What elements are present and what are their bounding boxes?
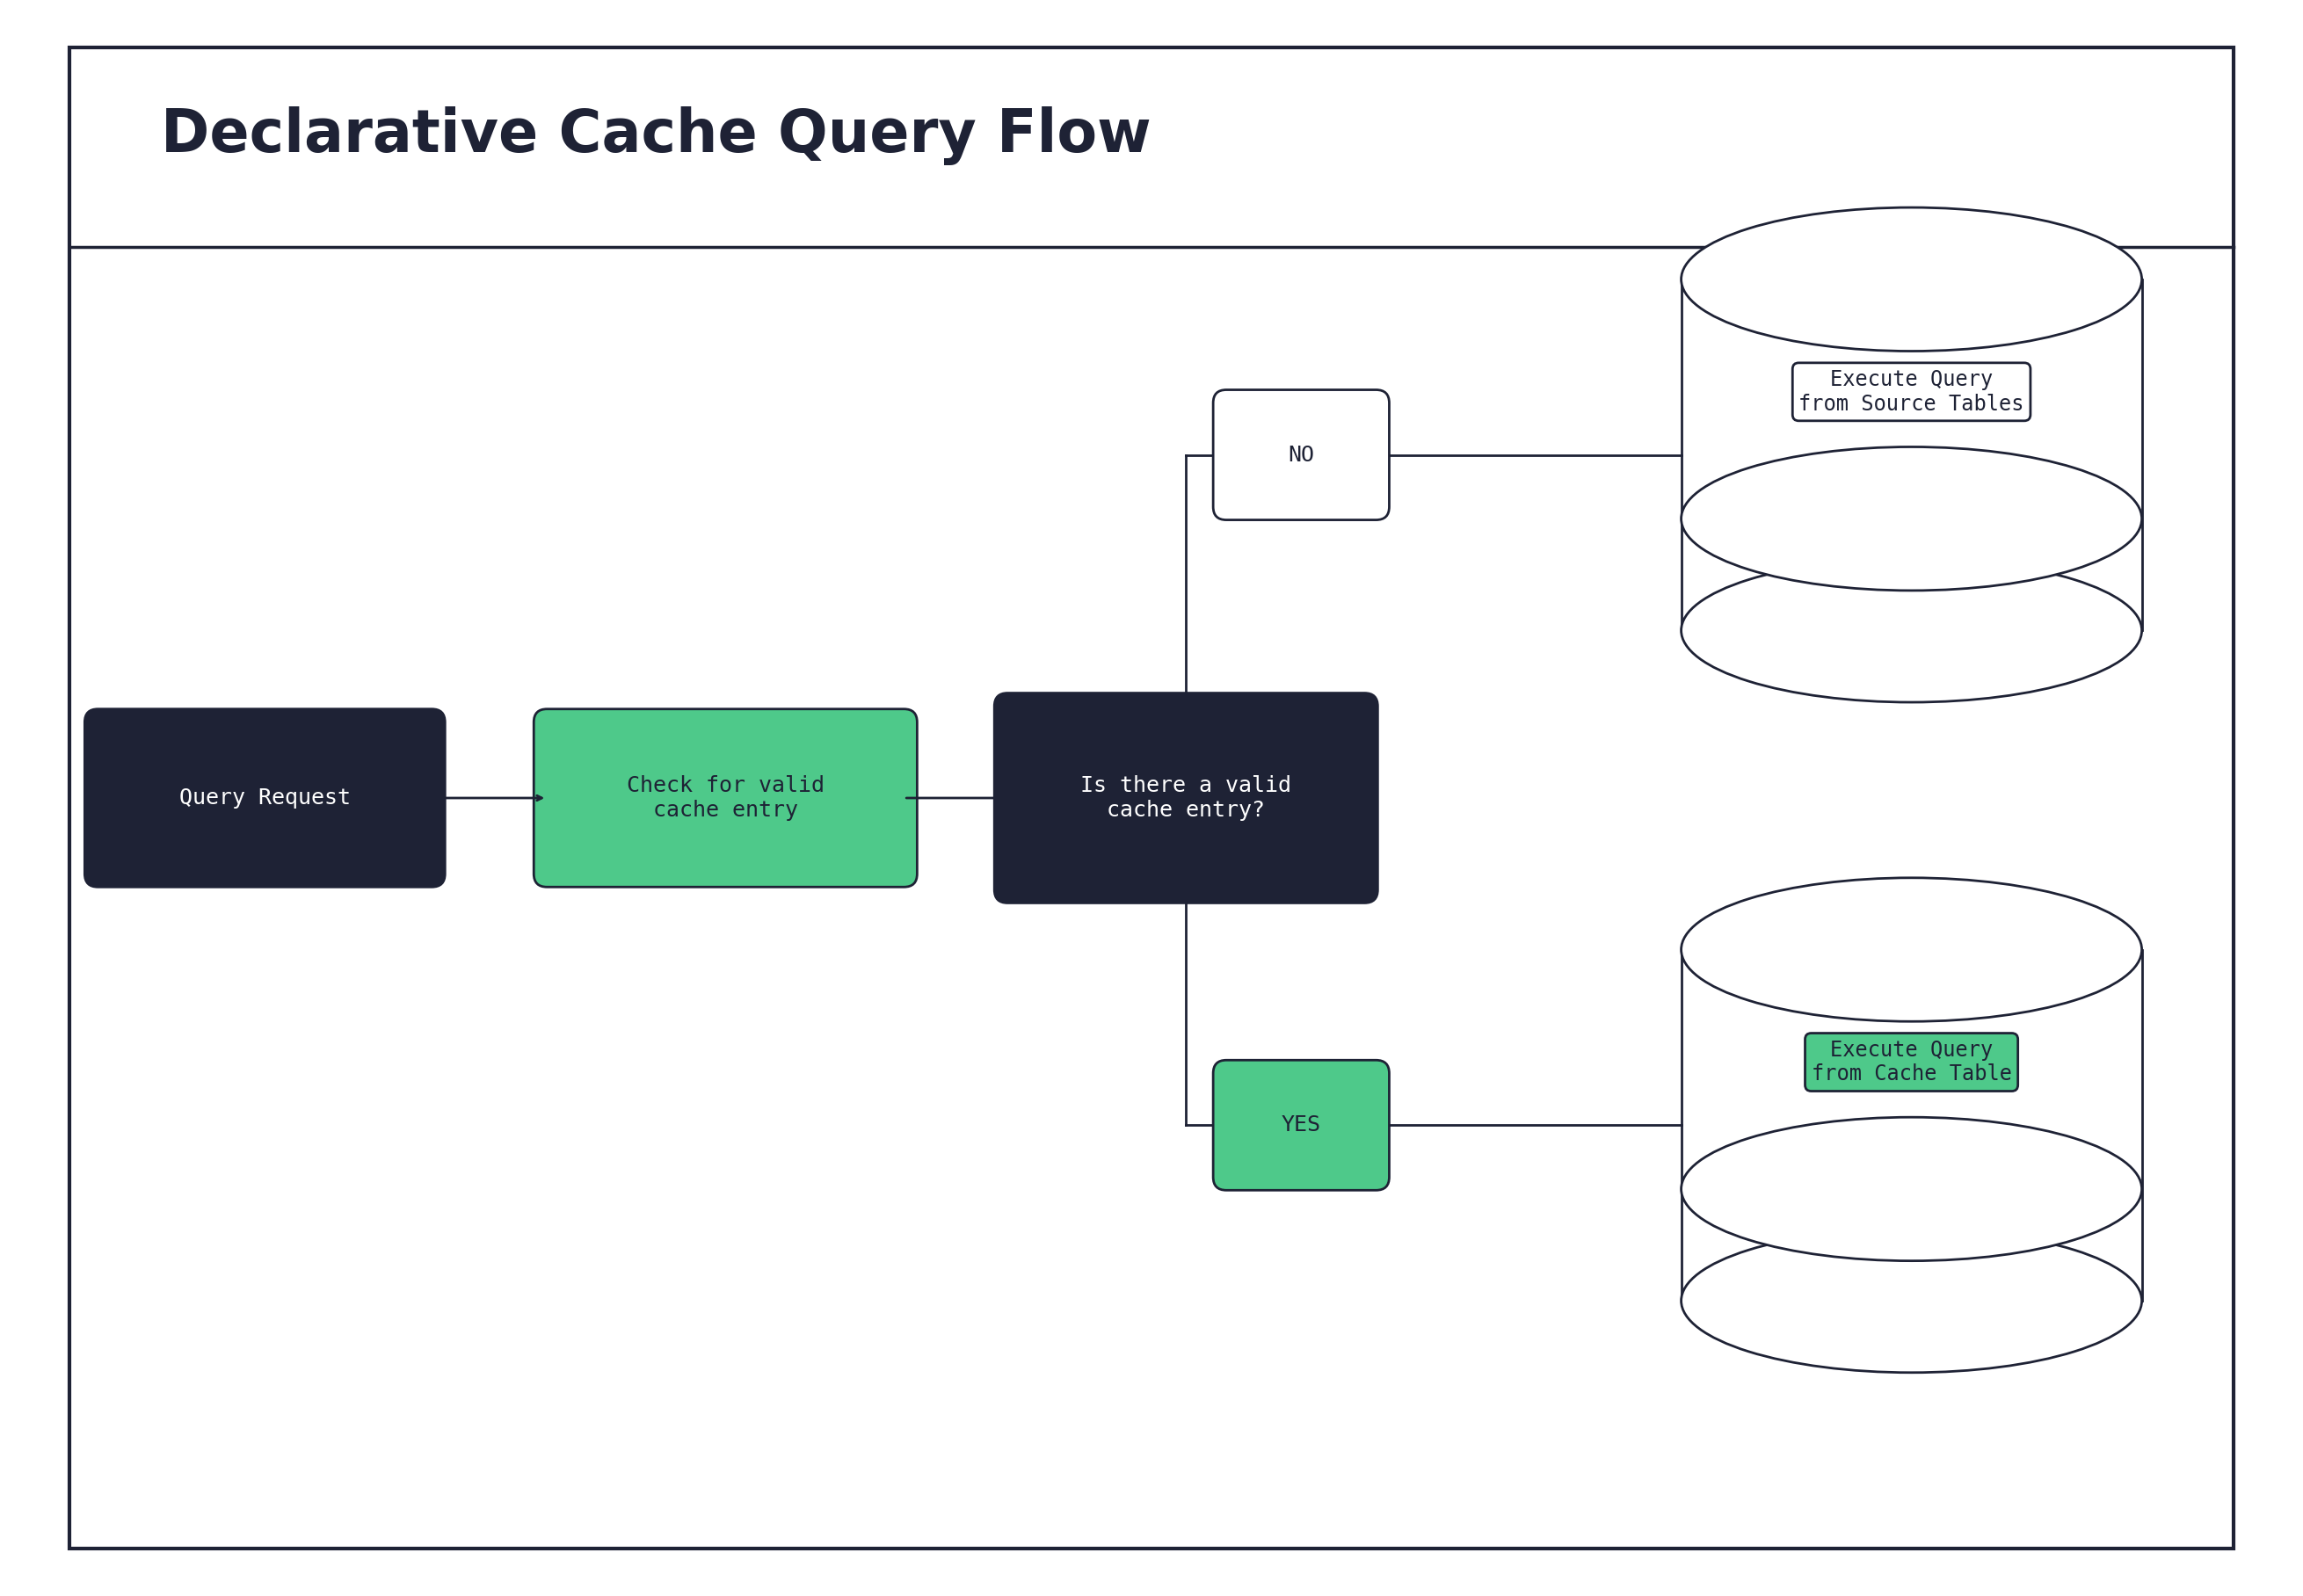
Text: Execute Query
from Cache Table: Execute Query from Cache Table [1810,1039,2013,1085]
Ellipse shape [1681,1229,2142,1373]
FancyBboxPatch shape [69,48,2234,1548]
Ellipse shape [1681,207,2142,351]
Text: Check for valid
cache entry: Check for valid cache entry [626,776,824,820]
FancyBboxPatch shape [995,693,1377,903]
Text: Is there a valid
cache entry?: Is there a valid cache entry? [1080,776,1292,820]
Ellipse shape [1681,447,2142,591]
Ellipse shape [1681,1117,2142,1261]
FancyBboxPatch shape [1214,1060,1389,1191]
FancyBboxPatch shape [1214,389,1389,520]
FancyBboxPatch shape [1681,950,2142,1301]
Text: YES: YES [1280,1114,1322,1136]
Text: NO: NO [1287,444,1315,466]
FancyBboxPatch shape [1681,279,2142,630]
Ellipse shape [1681,559,2142,702]
FancyBboxPatch shape [534,709,917,887]
FancyBboxPatch shape [85,709,444,887]
Ellipse shape [1681,878,2142,1021]
Text: Declarative Cache Query Flow: Declarative Cache Query Flow [161,107,1152,164]
Text: Execute Query
from Source Tables: Execute Query from Source Tables [1799,369,2024,415]
Text: Query Request: Query Request [180,787,350,809]
